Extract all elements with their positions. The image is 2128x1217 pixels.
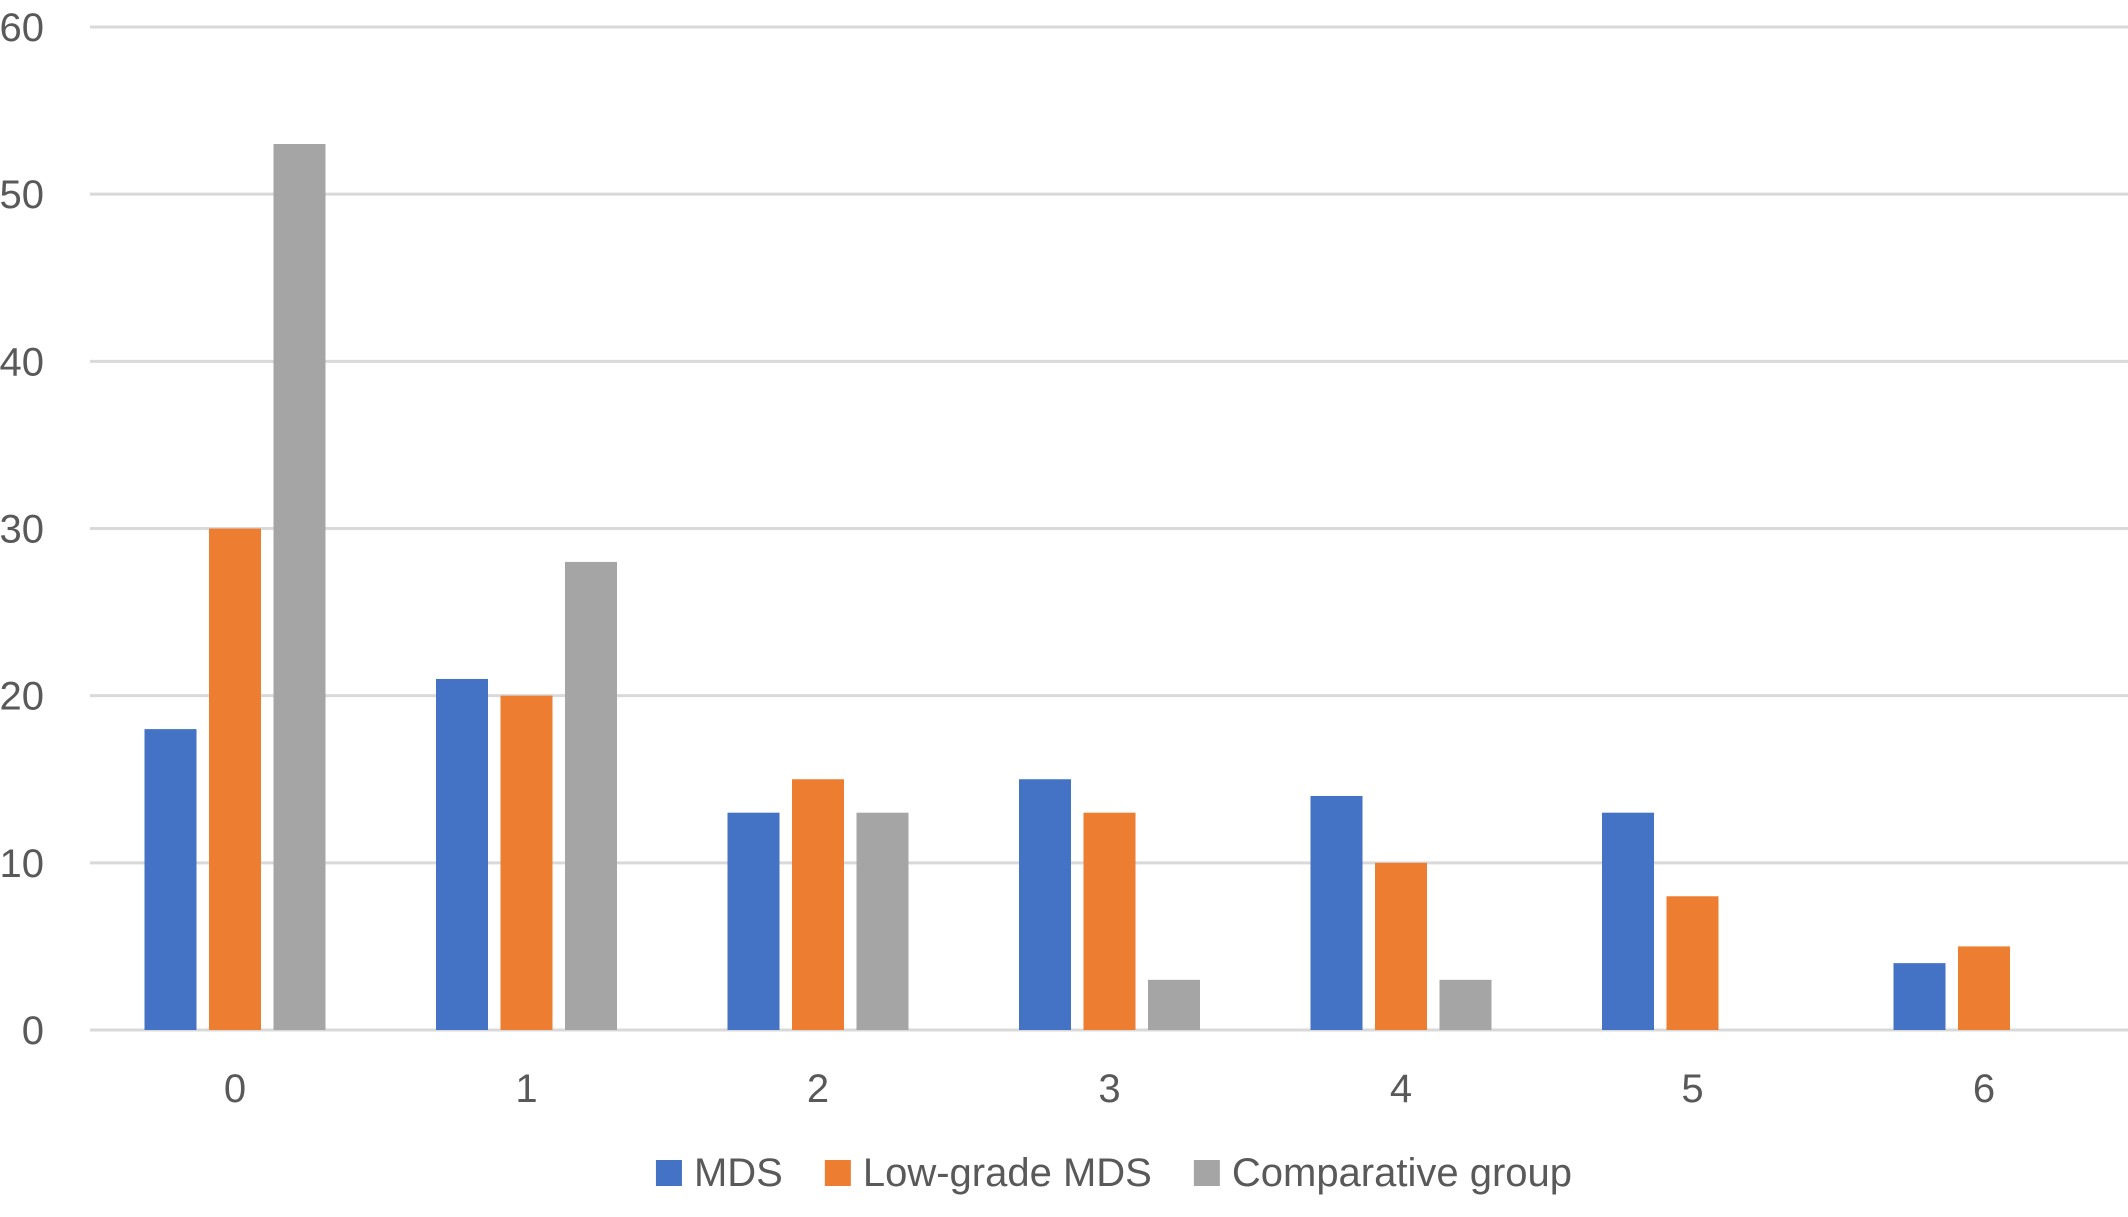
bar-mds-2 [727, 812, 780, 1030]
bar-comparative-group-0 [273, 144, 326, 1030]
bar-low-grade-mds-5 [1666, 896, 1719, 1030]
bar-mds-3 [1019, 779, 1071, 1030]
x-axis-ticks: 0 1 2 3 4 5 6 [224, 1067, 1995, 1111]
bar-low-grade-mds-0 [209, 528, 261, 1030]
bars [144, 144, 2010, 1030]
bar-mds-6 [1893, 963, 1946, 1030]
legend-item-comparative-group: Comparative group [1193, 1151, 1572, 1195]
x-tick-label: 0 [224, 1067, 246, 1111]
y-tick-label: 50 [0, 173, 44, 217]
bar-mds-1 [436, 678, 488, 1030]
x-tick-label: 5 [1681, 1067, 1703, 1111]
legend-swatch [655, 1160, 682, 1186]
legend-label: MDS [694, 1151, 783, 1195]
legend-swatch [1193, 1160, 1220, 1186]
y-axis-ticks: 0 10 20 30 40 50 60 [0, 6, 44, 1053]
y-tick-label: 30 [0, 508, 44, 552]
legend-item-low-grade-mds: Low-grade MDS [824, 1151, 1152, 1195]
bar-comparative-group-3 [1148, 979, 1200, 1030]
bar-comparative-group-2 [856, 812, 909, 1030]
legend-item-mds: MDS [655, 1151, 783, 1195]
x-tick-label: 3 [1098, 1067, 1120, 1111]
bar-mds-4 [1310, 795, 1363, 1030]
bar-mds-5 [1602, 812, 1654, 1030]
bar-low-grade-mds-6 [1958, 946, 2010, 1030]
bar-low-grade-mds-3 [1083, 812, 1136, 1030]
x-tick-label: 4 [1390, 1067, 1412, 1111]
bar-mds-0 [144, 729, 197, 1030]
x-tick-label: 2 [807, 1067, 829, 1111]
y-tick-label: 60 [0, 6, 44, 50]
gridlines [90, 25, 2128, 1032]
bar-low-grade-mds-2 [792, 779, 844, 1030]
legend: MDS Low-grade MDS Comparative group [655, 1151, 1572, 1195]
legend-swatch [824, 1160, 851, 1186]
y-tick-label: 0 [22, 1009, 44, 1053]
y-tick-label: 40 [0, 340, 44, 384]
legend-label: Comparative group [1232, 1151, 1572, 1195]
legend-label: Low-grade MDS [863, 1151, 1152, 1195]
x-tick-label: 6 [1973, 1067, 1995, 1111]
bar-comparative-group-1 [565, 561, 617, 1030]
bar-low-grade-mds-4 [1375, 862, 1427, 1030]
bar-low-grade-mds-1 [500, 695, 553, 1030]
bar-comparative-group-4 [1439, 979, 1492, 1030]
y-tick-label: 10 [0, 842, 44, 886]
x-tick-label: 1 [515, 1067, 537, 1111]
y-tick-label: 20 [0, 675, 44, 719]
